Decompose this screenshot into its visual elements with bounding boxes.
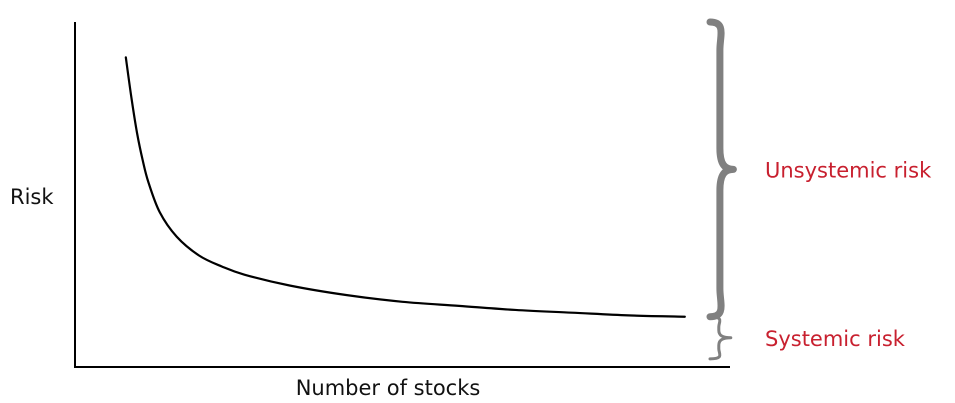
annotation-layer: Unsystemic risk Systemic risk (706, 18, 932, 361)
risk-curve-line (124, 56, 686, 318)
series-layer (124, 56, 686, 318)
unsystemic-risk-brace (706, 18, 737, 321)
x-axis-label: Number of stocks (296, 376, 481, 400)
y-axis-label: Risk (10, 185, 54, 209)
systemic-risk-brace (708, 315, 733, 361)
systemic-risk-label: Systemic risk (765, 327, 906, 351)
unsystemic-risk-label: Unsystemic risk (765, 158, 932, 182)
